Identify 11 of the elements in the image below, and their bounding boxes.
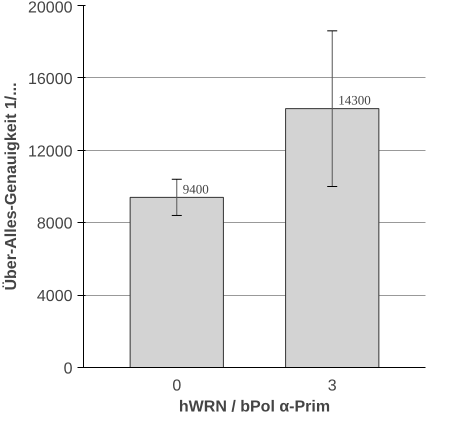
- y-tick-label: 12000: [28, 143, 73, 160]
- x-tick-label: 3: [328, 378, 337, 394]
- y-tick-label: 0: [64, 360, 73, 378]
- y-axis-title: Über-Alles-Genauigkeit 1/...: [2, 82, 20, 291]
- y-tick-label: 20000: [28, 0, 73, 16]
- data-label: 9400: [182, 181, 209, 196]
- y-tick-label: 16000: [28, 70, 73, 88]
- data-label: 14300: [338, 92, 371, 108]
- y-tick-label: 4000: [36, 288, 73, 306]
- y-tick-label: 8000: [36, 216, 73, 233]
- x-axis-title: hWRN / bPol α-Prim: [178, 398, 330, 416]
